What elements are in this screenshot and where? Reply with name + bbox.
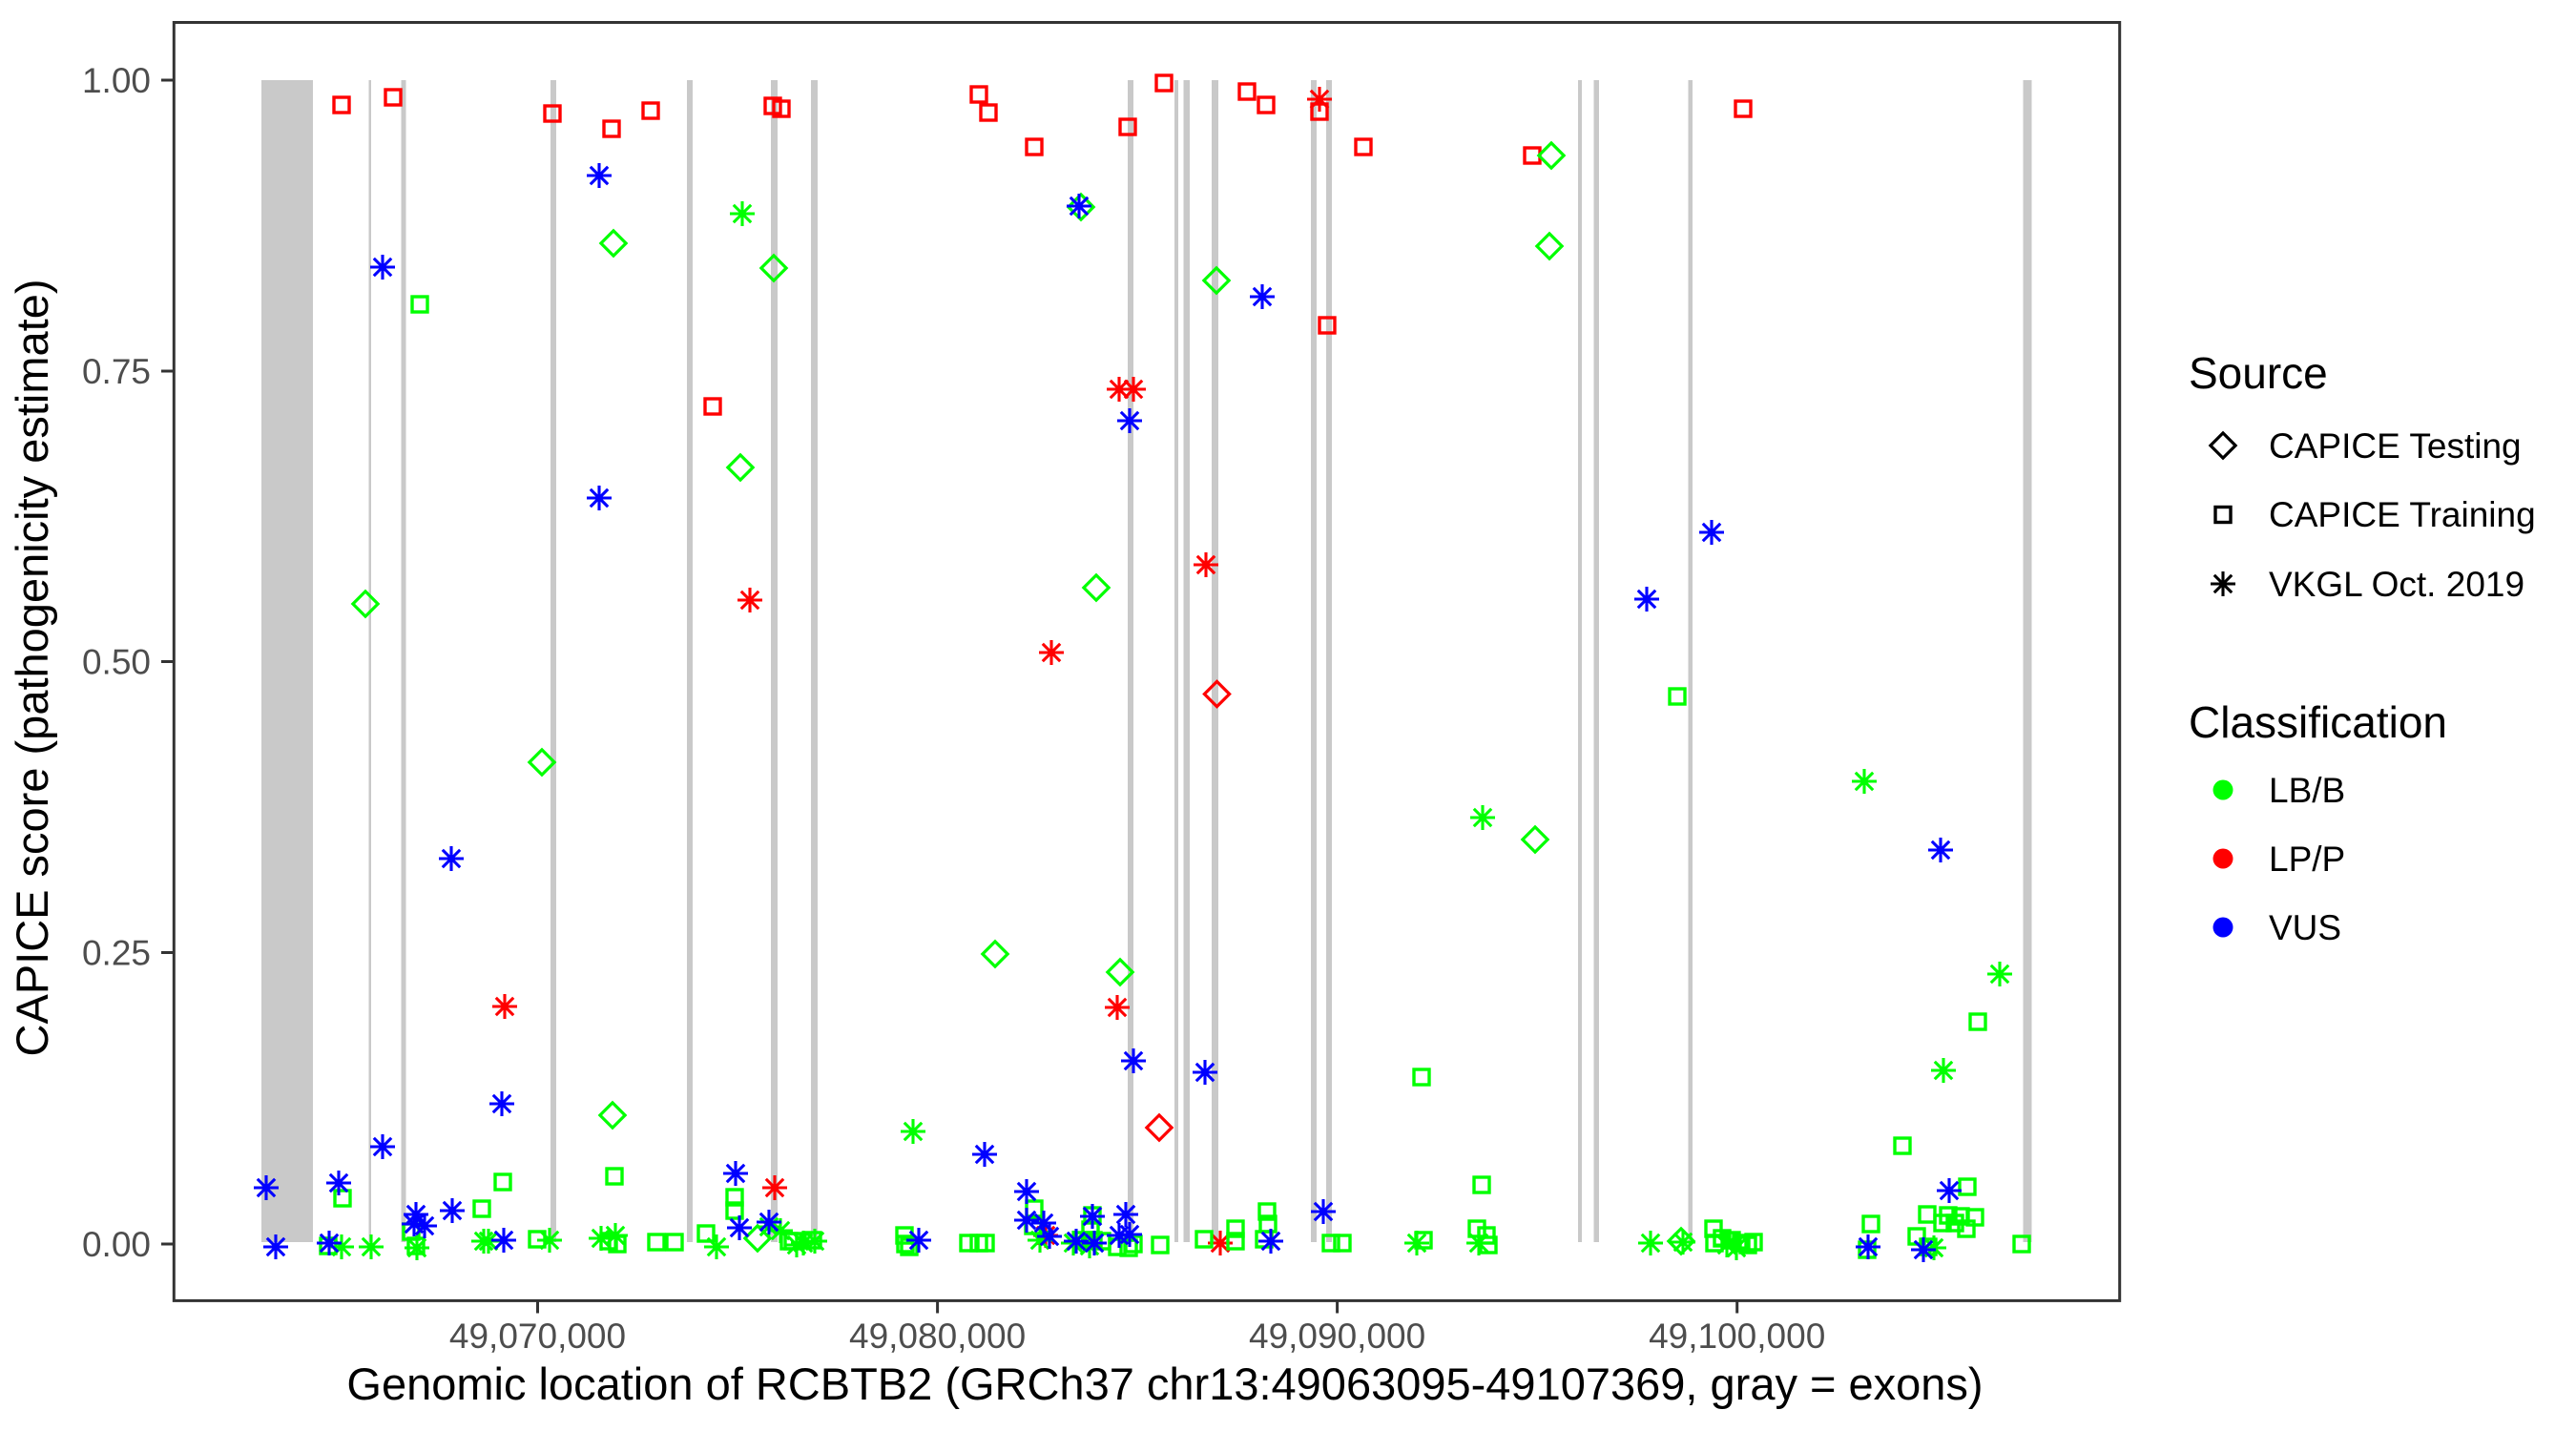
- svg-text:LB/B: LB/B: [2269, 771, 2345, 810]
- svg-text:0.50: 0.50: [82, 643, 151, 682]
- svg-text:Genomic location of RCBTB2 (GR: Genomic location of RCBTB2 (GRCh37 chr13…: [346, 1358, 1983, 1409]
- svg-text:CAPICE Testing: CAPICE Testing: [2269, 426, 2522, 466]
- svg-text:CAPICE Training: CAPICE Training: [2269, 495, 2536, 534]
- svg-text:CAPICE score (pathogenicity es: CAPICE score (pathogenicity estimate): [7, 280, 57, 1057]
- svg-text:Source: Source: [2189, 348, 2328, 398]
- svg-text:49,070,000: 49,070,000: [449, 1317, 626, 1356]
- svg-text:49,090,000: 49,090,000: [1249, 1317, 1425, 1356]
- svg-text:49,080,000: 49,080,000: [849, 1317, 1026, 1356]
- svg-text:0.00: 0.00: [82, 1225, 151, 1264]
- svg-text:Classification: Classification: [2189, 697, 2447, 747]
- svg-text:0.75: 0.75: [82, 352, 151, 391]
- svg-text:49,100,000: 49,100,000: [1649, 1317, 1825, 1356]
- svg-text:LP/P: LP/P: [2269, 840, 2345, 879]
- svg-text:1.00: 1.00: [82, 61, 151, 100]
- svg-text:0.25: 0.25: [82, 934, 151, 973]
- svg-text:VUS: VUS: [2269, 908, 2341, 947]
- svg-text:VKGL Oct. 2019: VKGL Oct. 2019: [2269, 565, 2524, 604]
